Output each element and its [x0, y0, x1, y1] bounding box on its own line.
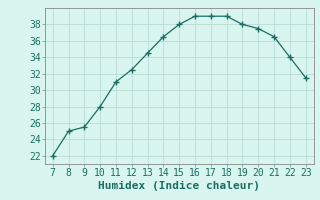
X-axis label: Humidex (Indice chaleur): Humidex (Indice chaleur): [98, 181, 260, 191]
